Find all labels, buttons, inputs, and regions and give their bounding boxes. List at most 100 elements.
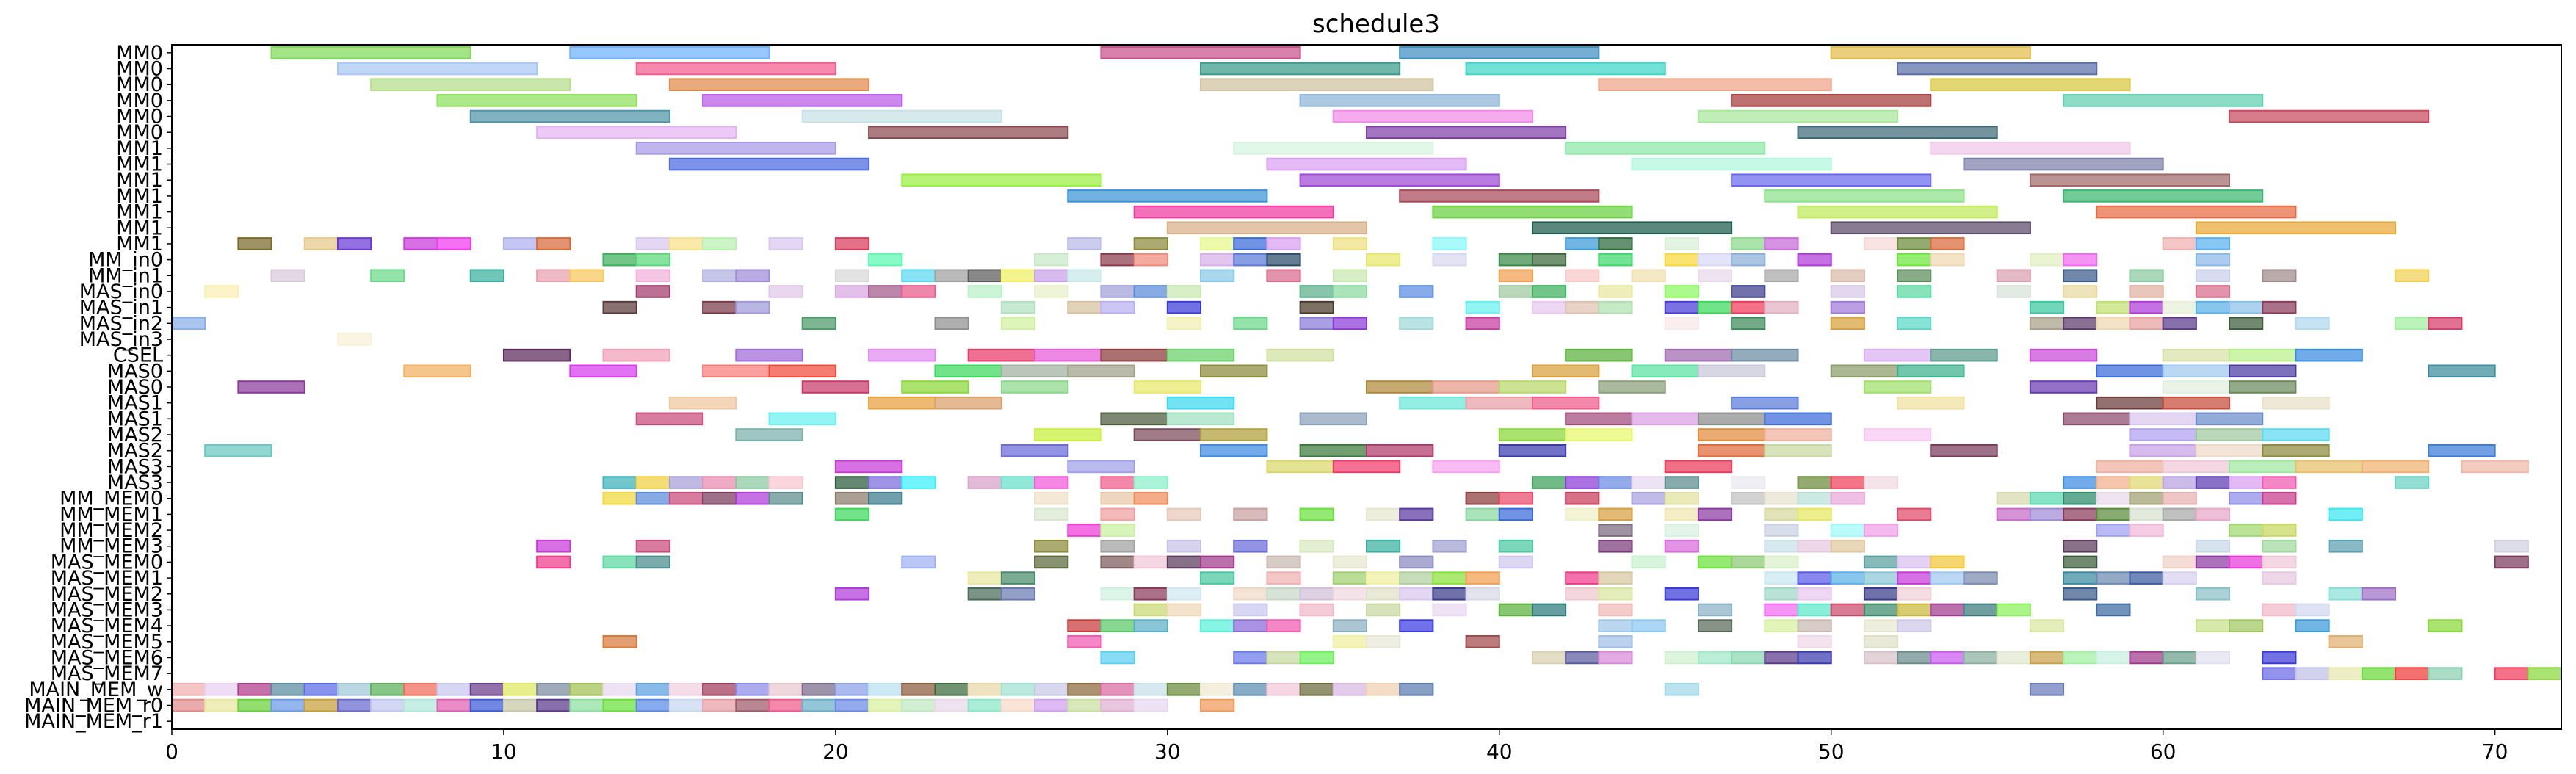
task-bar — [569, 683, 604, 696]
task-bar — [768, 412, 836, 426]
task-bar — [967, 698, 1002, 712]
task-bar — [635, 253, 670, 267]
task-bar — [2129, 491, 2164, 505]
task-bar — [735, 300, 770, 314]
task-bar — [2063, 507, 2098, 521]
task-bar — [1067, 683, 1102, 696]
task-bar — [1764, 237, 1799, 250]
task-bar — [1332, 109, 1533, 123]
y-tick-label: MM1 — [116, 185, 163, 208]
task-bar — [2129, 428, 2197, 441]
task-bar — [1830, 221, 2031, 235]
task-bar — [1664, 524, 1699, 537]
task-bar — [1830, 491, 1865, 505]
task-bar — [336, 333, 372, 346]
task-bar — [1963, 651, 1998, 665]
task-bar — [1166, 221, 1368, 235]
task-bar — [1764, 491, 1799, 505]
task-bar — [1664, 253, 1699, 267]
task-bar — [2195, 555, 2231, 569]
task-bar — [2262, 396, 2330, 410]
task-bar — [171, 683, 206, 696]
x-tick-label: 40 — [1486, 739, 1513, 764]
x-tick-label: 60 — [2150, 739, 2177, 764]
task-bar — [2129, 269, 2164, 283]
task-bar — [1432, 539, 1467, 553]
task-bar — [2195, 476, 2231, 489]
task-bar — [1598, 253, 1633, 267]
task-bar — [1664, 348, 1733, 362]
task-bar — [602, 253, 637, 267]
task-bar — [1266, 269, 1301, 283]
task-bar — [1000, 587, 1036, 601]
task-bar — [1565, 587, 1600, 601]
task-bar — [2229, 348, 2297, 362]
task-bar — [1598, 237, 1633, 250]
task-bar — [436, 94, 637, 107]
task-bar — [2295, 460, 2363, 474]
task-bar — [1299, 412, 1367, 426]
y-tick-label: MM1 — [116, 201, 163, 224]
task-bar — [735, 269, 770, 283]
task-bar — [1100, 476, 1135, 489]
task-bar — [1000, 476, 1036, 489]
task-bar — [1299, 651, 1334, 665]
task-bar — [2527, 667, 2563, 680]
task-bar — [569, 269, 604, 283]
task-bar — [1432, 587, 1467, 601]
task-bar — [735, 476, 770, 489]
task-bar — [2096, 524, 2131, 537]
task-bar — [1166, 587, 1202, 601]
task-bar — [1631, 364, 1699, 378]
task-bar — [1465, 396, 1533, 410]
y-tick-label: MAS_MEM7 — [51, 662, 163, 685]
task-bar — [2262, 269, 2297, 283]
task-bar — [1299, 683, 1334, 696]
task-bar — [1067, 698, 1102, 712]
task-bar — [1299, 300, 1334, 314]
task-bar — [2262, 555, 2297, 569]
task-bar — [1598, 539, 1633, 553]
task-bar — [834, 491, 870, 505]
task-bar — [1930, 571, 1965, 585]
task-bar — [1200, 571, 1235, 585]
task-bar — [1731, 300, 1766, 314]
task-bar — [469, 683, 504, 696]
task-bar — [1465, 634, 1500, 648]
y-tick-label: MAS_in3 — [79, 328, 163, 351]
task-bar — [1664, 491, 1699, 505]
task-bar — [801, 109, 1002, 123]
task-bar — [1133, 555, 1168, 569]
task-bar — [370, 78, 571, 91]
task-bar — [2063, 587, 2098, 601]
task-bar — [1697, 507, 1733, 521]
y-tick-label: MAS_MEM6 — [51, 646, 163, 669]
task-bar — [1930, 555, 1965, 569]
task-bar — [1930, 444, 1998, 457]
task-bar — [1764, 444, 1832, 457]
task-bar — [1697, 253, 1733, 267]
task-bar — [735, 428, 803, 441]
task-bar — [204, 444, 272, 457]
task-bar — [1332, 317, 1367, 330]
y-tick-label: MM0 — [116, 58, 163, 81]
task-bar — [1598, 507, 1633, 521]
task-bar — [1498, 269, 1533, 283]
task-bar — [2162, 491, 2197, 505]
task-bar — [768, 237, 803, 250]
task-bar — [2494, 667, 2529, 680]
task-bar — [1731, 651, 1766, 665]
task-bar — [668, 683, 704, 696]
task-bar — [702, 683, 737, 696]
task-bar — [1897, 571, 1932, 585]
y-tick-label: MAS0 — [107, 360, 163, 383]
task-bar — [868, 698, 903, 712]
task-bar — [1399, 317, 1434, 330]
task-bar — [536, 555, 571, 569]
task-bar — [1830, 317, 1865, 330]
task-bar — [1498, 428, 1567, 441]
task-bar — [1299, 507, 1334, 521]
task-bar — [1863, 634, 1899, 648]
task-bar — [1100, 587, 1135, 601]
